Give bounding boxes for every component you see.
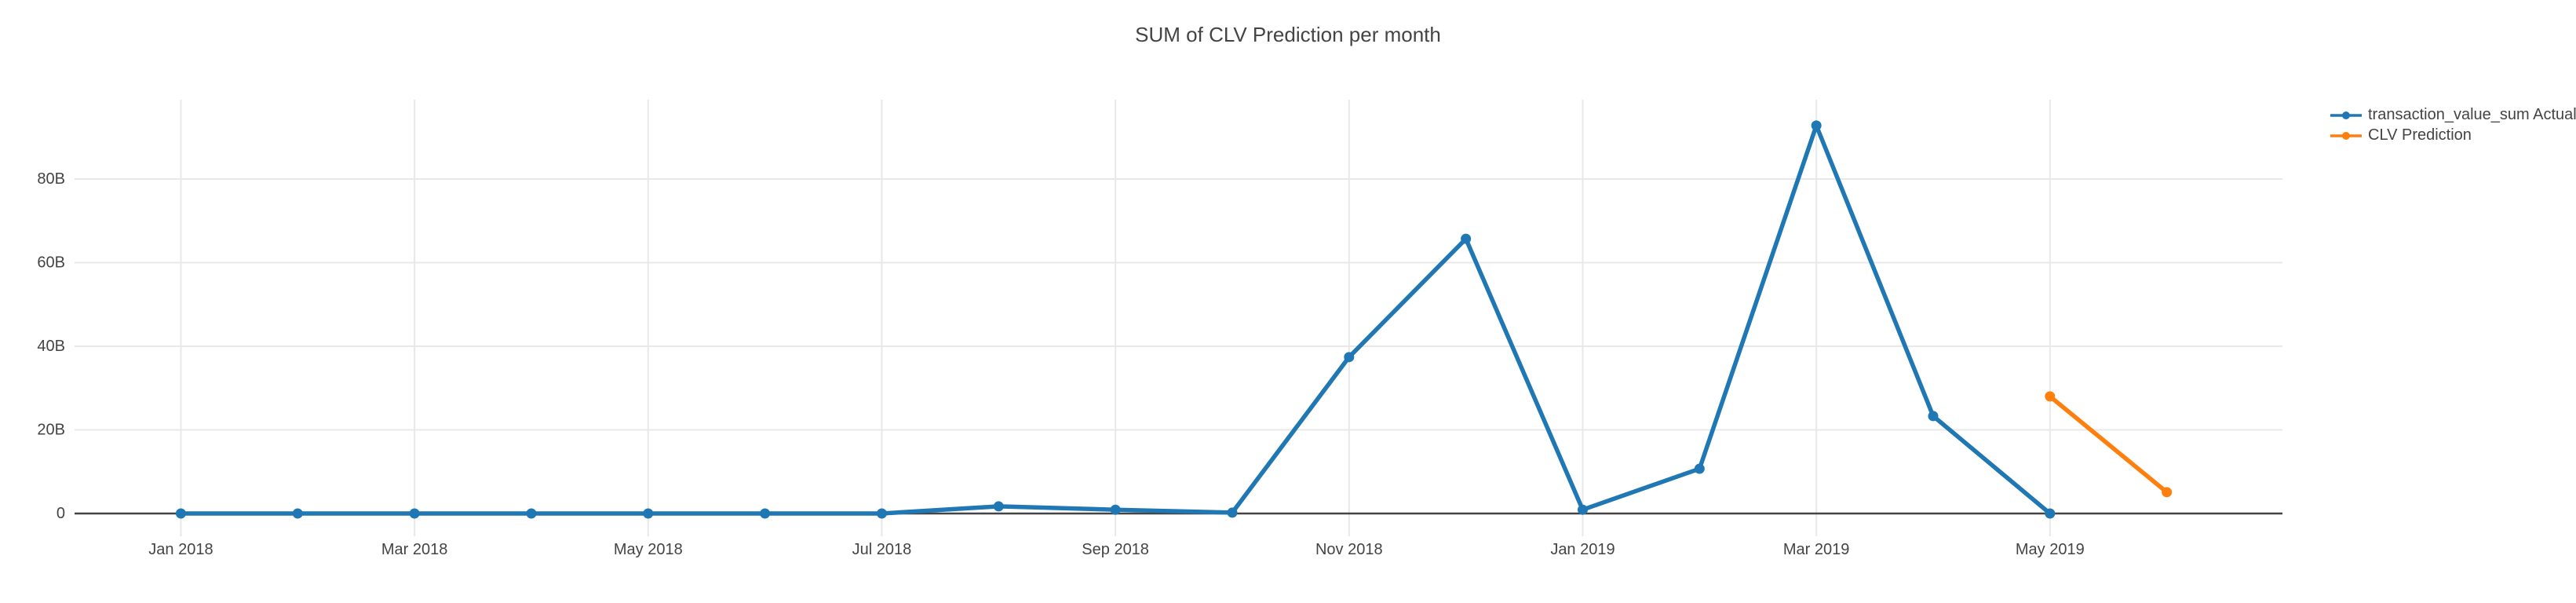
data-point-marker[interactable]: [993, 501, 1004, 512]
data-point-marker[interactable]: [2045, 391, 2056, 402]
x-tick-label: May 2018: [614, 541, 683, 558]
data-point-marker[interactable]: [2162, 487, 2173, 498]
data-point-marker[interactable]: [1461, 233, 1472, 244]
data-point-marker[interactable]: [760, 508, 771, 519]
x-tick-label: Jul 2018: [852, 541, 912, 558]
y-tick-label: 0: [57, 505, 65, 522]
data-point-marker[interactable]: [1577, 504, 1588, 515]
data-point-marker[interactable]: [1928, 411, 1939, 422]
legend-line-marker-icon: [2330, 131, 2362, 140]
legend-item-0[interactable]: transaction_value_sum Actual: [2329, 105, 2576, 125]
y-tick-label: 80B: [37, 170, 65, 188]
x-tick-label: Mar 2018: [381, 541, 448, 558]
data-point-marker[interactable]: [1110, 504, 1121, 515]
data-point-marker[interactable]: [643, 508, 654, 519]
legend-item-1[interactable]: CLV Prediction: [2329, 126, 2576, 145]
x-tick-label: Jan 2018: [148, 541, 213, 558]
legend-label: CLV Prediction: [2368, 126, 2472, 144]
series-line-1[interactable]: [2048, 394, 2169, 495]
x-tick-label: Sep 2018: [1082, 541, 1149, 558]
data-point-marker[interactable]: [1227, 507, 1238, 518]
chart-title: SUM of CLV Prediction per month: [1135, 23, 1441, 46]
data-point-marker[interactable]: [526, 508, 537, 519]
y-tick-label: 40B: [37, 338, 65, 355]
data-point-marker[interactable]: [1694, 463, 1705, 474]
x-tick-label: Nov 2018: [1315, 541, 1383, 558]
legend-line-marker-icon: [2330, 111, 2362, 119]
y-tick-label: 60B: [37, 254, 65, 272]
data-point-marker[interactable]: [175, 508, 186, 519]
x-tick-label: May 2019: [2016, 541, 2085, 558]
x-tick-label: Jan 2019: [1550, 541, 1615, 558]
data-point-marker[interactable]: [1344, 352, 1355, 363]
data-point-marker[interactable]: [876, 508, 887, 519]
x-tick-label: Mar 2019: [1783, 541, 1850, 558]
data-point-marker[interactable]: [2045, 508, 2056, 519]
y-tick-label: 20B: [37, 421, 65, 438]
data-point-marker[interactable]: [292, 508, 303, 519]
data-point-marker[interactable]: [409, 508, 420, 519]
data-point-marker[interactable]: [1811, 120, 1822, 131]
legend: transaction_value_sum Actual CLV Predicti…: [2329, 105, 2576, 145]
legend-label: transaction_value_sum Actual: [2368, 106, 2576, 123]
